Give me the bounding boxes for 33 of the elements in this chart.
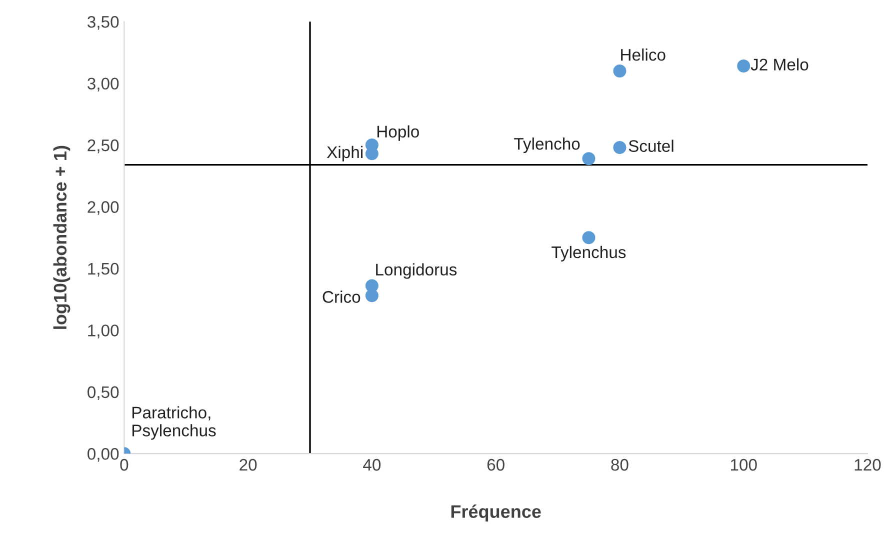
x-axis-title: Fréquence (451, 504, 541, 522)
annotation: Crico (322, 290, 360, 303)
y-tick-label: 1,00 (88, 324, 119, 338)
y-tick-label: 3,50 (88, 16, 119, 30)
annotation: Tylencho (514, 138, 580, 154)
x-tick-label: 20 (240, 458, 257, 471)
x-tick-label: 0 (120, 458, 128, 471)
annotation: Longidorus (376, 263, 457, 279)
annotation: Scutel (628, 140, 674, 152)
annotation: Xiphi (326, 146, 362, 162)
x-tick-label: 80 (611, 458, 628, 471)
y-tick-label: 1,50 (88, 262, 119, 277)
annotation: J2 Melo (750, 58, 808, 71)
point (613, 64, 626, 78)
annotation: Tylenchus (552, 246, 626, 262)
y-tick-label: 0,50 (88, 386, 119, 400)
x-tick-label: 100 (730, 458, 757, 471)
point (582, 152, 596, 166)
point (365, 279, 378, 292)
x-tick-label: 120 (854, 458, 881, 471)
annotation: Helico (621, 48, 666, 61)
point (613, 140, 626, 154)
y-tick-label: 3,00 (88, 78, 119, 92)
point (582, 231, 596, 244)
y-tick-label: 0,00 (88, 448, 119, 462)
annotation: Paratricho, Psylenchus (132, 406, 216, 440)
x-tick-label: 60 (487, 458, 504, 471)
y-tick-label: 2,50 (88, 139, 119, 154)
y-tick-label: 2,00 (88, 201, 119, 215)
point (737, 60, 750, 73)
y-axis-title: log10(abondance + 1) (53, 146, 70, 329)
x-tick-label: 40 (363, 458, 381, 471)
annotation: Hoplo (377, 125, 419, 141)
